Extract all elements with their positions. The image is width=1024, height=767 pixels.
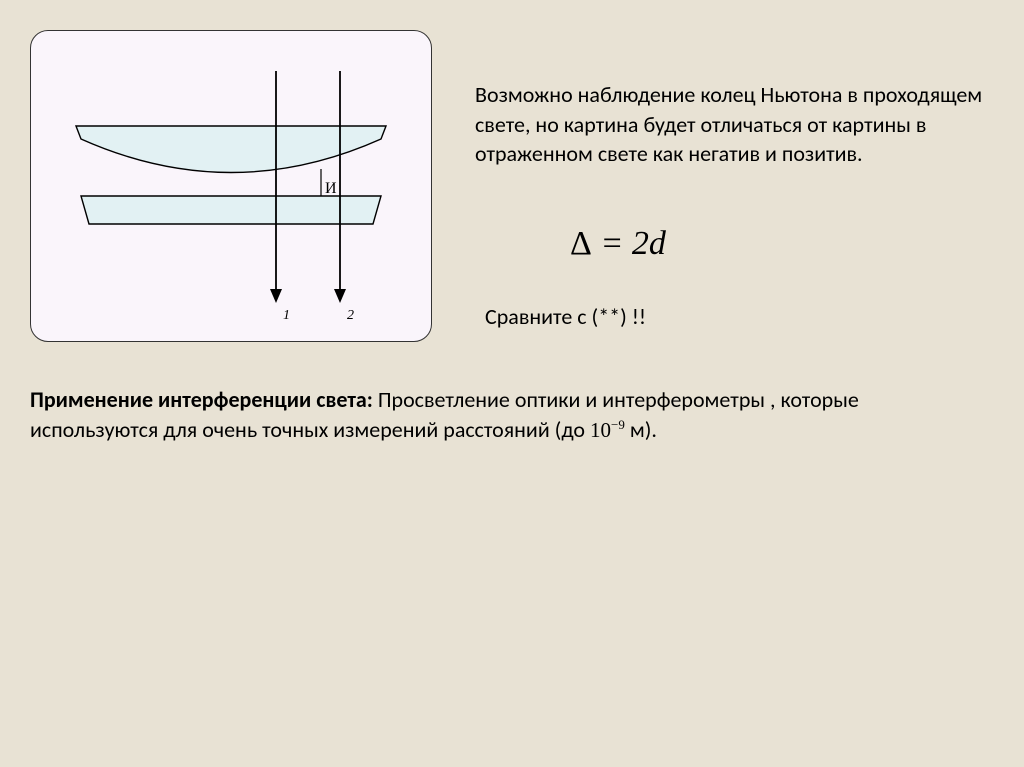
application-body-2: м). [625,416,657,443]
ray-1-label: 1 [283,308,290,323]
intro-paragraph: Возможно наблюдение колец Ньютона в прох… [475,80,985,169]
application-paragraph: Применение интерференции света: Просветл… [30,385,950,444]
formula-eq: = 2 [592,225,649,262]
ray-1-arrowhead [270,289,282,303]
diagram-frame: И 1 2 [30,30,432,342]
exp-sup: −9 [611,417,625,432]
application-lead: Применение интерференции света: [30,386,373,413]
formula-delta: Δ [570,225,592,262]
gap-label: И [325,180,337,197]
compare-note: Сравните с (**) !! [485,303,646,330]
exp-base: 10 [590,418,611,442]
precision-value: 10−9 [590,418,625,442]
ray-2-arrowhead [334,289,346,303]
path-difference-formula: Δ = 2d [570,225,666,263]
ray-2-label: 2 [347,308,354,323]
newton-rings-diagram: И 1 2 [31,31,431,341]
formula-var: d [649,225,666,262]
glass-plate [81,196,381,224]
